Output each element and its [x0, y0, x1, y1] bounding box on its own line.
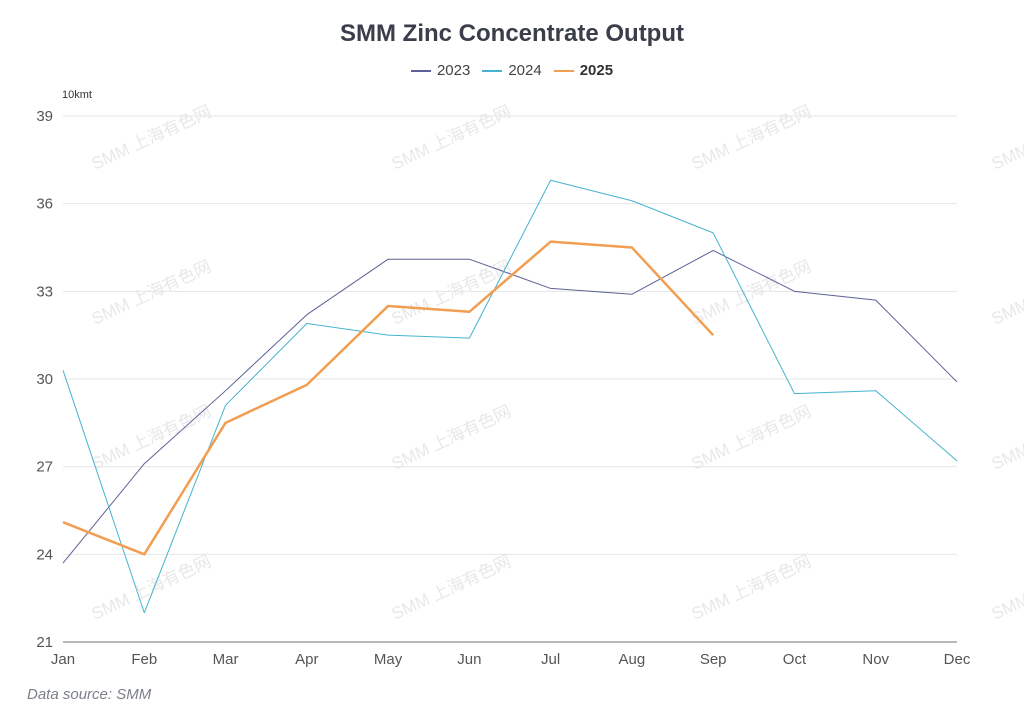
y-tick-label: 30 — [36, 371, 53, 388]
watermark: SMM 上海有色网 — [89, 257, 214, 329]
series-line-2024 — [62, 179, 958, 614]
y-axis-unit: 10kmt — [62, 89, 92, 101]
watermark: SMM 上海有色网 — [389, 102, 514, 174]
legend-swatch — [482, 69, 503, 72]
y-tick-label: 27 — [36, 459, 53, 476]
watermark: SMM 上海有色网 — [89, 102, 214, 174]
legend-item-2023[interactable]: 2023 — [410, 62, 471, 79]
x-tick-label: Dec — [944, 651, 971, 668]
x-tick-label: Jun — [457, 651, 481, 668]
legend-label: 2024 — [508, 62, 542, 79]
legend-item-2024[interactable]: 2024 — [482, 62, 542, 79]
x-tick-label: Jul — [541, 651, 560, 668]
legend: 2023 2024 2025 — [0, 62, 1024, 79]
x-tick-label: Sep — [700, 651, 727, 668]
y-tick-label: 33 — [36, 283, 53, 300]
watermark: SMM 上海有色网 — [689, 402, 814, 474]
y-tick-label: 36 — [36, 196, 53, 213]
data-source: Data source: SMM — [27, 686, 152, 703]
watermark: SMM 上海有色网 — [389, 552, 514, 624]
y-tick-label: 39 — [36, 108, 53, 125]
y-tick-label: 24 — [36, 546, 53, 563]
series-line-2023 — [62, 249, 958, 564]
legend-label: 2025 — [579, 62, 614, 79]
legend-swatch — [410, 69, 431, 72]
watermark: SMM 上海有色网 — [989, 402, 1024, 474]
legend-item-2025[interactable]: 2025 — [553, 62, 614, 79]
x-tick-label: May — [374, 651, 403, 668]
watermark: SMM 上海有色网 — [389, 402, 514, 474]
watermark: SMM 上海有色网 — [989, 257, 1024, 329]
watermark: SMM 上海有色网 — [389, 257, 514, 329]
x-tick-label: Feb — [131, 651, 157, 668]
legend-swatch — [553, 69, 574, 72]
watermark: SMM 上海有色网 — [989, 552, 1024, 624]
watermark: SMM 上海有色网 — [689, 552, 814, 624]
x-tick-label: Aug — [619, 651, 646, 668]
watermark: SMM 上海有色网 — [89, 552, 214, 624]
y-tick-label: 21 — [36, 634, 53, 651]
x-tick-label: Nov — [862, 651, 889, 668]
x-tick-label: Oct — [783, 651, 807, 668]
chart-title: SMM Zinc Concentrate Output — [340, 20, 684, 47]
watermark: SMM 上海有色网 — [989, 102, 1024, 174]
watermark: SMM 上海有色网 — [89, 402, 214, 474]
legend-label: 2023 — [436, 62, 471, 79]
x-tick-label: Mar — [213, 651, 239, 668]
x-tick-label: Jan — [51, 651, 75, 668]
watermark: SMM 上海有色网 — [689, 257, 814, 329]
watermark: SMM 上海有色网 — [689, 102, 814, 174]
x-tick-label: Apr — [295, 651, 318, 668]
